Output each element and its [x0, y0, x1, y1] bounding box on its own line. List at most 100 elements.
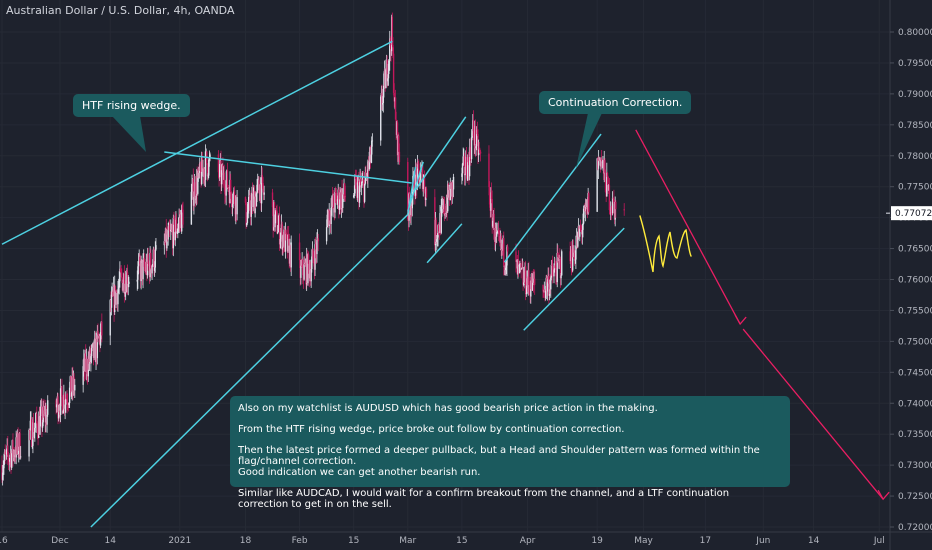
trendline-wedge-upper — [1, 40, 393, 245]
candle-down — [147, 253, 149, 265]
candle-up — [492, 220, 494, 227]
candle-up — [550, 277, 552, 290]
candle-up — [197, 168, 200, 179]
candle-up — [504, 267, 507, 271]
candle-up — [176, 231, 178, 234]
candle-down — [57, 396, 59, 419]
candle-up — [558, 257, 560, 262]
candle-up — [490, 192, 492, 211]
candle-down — [503, 237, 505, 267]
candle-up — [154, 249, 156, 268]
candle-down — [12, 440, 14, 457]
candle-down — [386, 60, 388, 82]
candle-up — [208, 158, 211, 160]
candle-down — [528, 285, 531, 287]
candle-up — [209, 154, 211, 159]
candle-up — [276, 232, 279, 234]
candle-up — [46, 414, 48, 425]
candle-down — [233, 190, 236, 204]
candle-up — [39, 416, 41, 435]
candle-down — [7, 455, 10, 462]
candle-down — [398, 151, 401, 163]
trendline-flag-2b — [426, 223, 463, 264]
candle-down — [392, 45, 394, 54]
candle-down — [443, 200, 446, 216]
price-tick-label: 0.75000 — [898, 337, 932, 347]
price-tick-label: 0.76500 — [898, 245, 932, 255]
candle-down — [381, 93, 383, 105]
candle-up — [461, 163, 464, 174]
candle-down — [418, 163, 420, 173]
candle-up — [15, 437, 17, 458]
candle-down — [469, 147, 471, 157]
note-line-5: Similar like AUDCAD, I would wait for a … — [238, 488, 730, 510]
candle-down — [362, 179, 365, 182]
candle-up — [525, 293, 528, 295]
candle-up — [174, 232, 176, 241]
candle-down — [230, 192, 233, 203]
candle-up — [382, 88, 385, 104]
candle-up — [146, 253, 149, 276]
callout-pointer-correction — [576, 113, 602, 168]
candle-up — [64, 404, 66, 409]
candle-up — [387, 78, 389, 82]
candle-up — [326, 214, 328, 228]
candles — [1, 12, 625, 486]
candle-up — [5, 449, 8, 455]
candle-down — [478, 148, 480, 150]
candle-down — [490, 192, 493, 200]
callout-htf-rising-wedge[interactable]: HTF rising wedge. — [73, 94, 190, 117]
candle-down — [314, 244, 317, 250]
candle-down — [229, 179, 232, 193]
candle-down — [418, 172, 421, 186]
candle-down — [398, 135, 400, 152]
analysis-note[interactable]: Also on my watchlist is AUDUSD which has… — [230, 396, 790, 510]
candle-up — [1, 472, 4, 480]
price-tick-label: 0.75500 — [898, 306, 932, 316]
callout-continuation-correction[interactable]: Continuation Correction. — [539, 91, 692, 114]
candle-down — [121, 272, 123, 278]
candle-up — [601, 161, 604, 164]
candle-up — [142, 259, 144, 280]
candle-down — [150, 252, 152, 269]
candle-down — [245, 202, 247, 226]
candle-up — [57, 412, 60, 419]
time-tick-label: Dec — [51, 536, 68, 546]
candle-up — [614, 201, 616, 220]
candle-up — [277, 225, 280, 233]
candle-up — [236, 197, 238, 215]
candle-up — [388, 60, 390, 64]
candle-up — [90, 356, 92, 362]
candle-down — [249, 195, 251, 211]
candle-up — [246, 222, 248, 226]
candle-down — [217, 154, 220, 173]
candle-up — [68, 403, 70, 406]
candle-up — [584, 205, 587, 211]
candle-down — [278, 215, 281, 245]
candle-up — [582, 208, 585, 224]
candle-up — [477, 148, 480, 156]
candle-down — [610, 207, 613, 212]
candle-up — [137, 266, 139, 280]
candle-up — [247, 196, 250, 211]
candle-up — [387, 63, 390, 79]
candle-down — [123, 273, 126, 294]
candle-down — [612, 197, 614, 199]
candle-up — [68, 387, 71, 404]
current-price-marker — [891, 206, 932, 221]
candle-down — [139, 256, 141, 265]
time-tick-label: Jun — [755, 536, 770, 546]
candle-up — [436, 237, 439, 240]
price-tick-label: 0.78500 — [898, 121, 932, 131]
candle-up — [466, 157, 469, 181]
time-axis: 16 Dec 14 2021 18 Feb 15 Mar 15 Apr 19 May 17 Jun 14 Ju… — [0, 531, 932, 546]
price-axis: 0.80000 0.79500 0.79000 0.78500 0.78000 0.775… — [886, 0, 932, 550]
candle-down — [275, 210, 278, 212]
candle-up — [263, 192, 265, 195]
candle-up — [34, 427, 36, 433]
candle-up — [468, 147, 471, 177]
candle-down — [365, 172, 367, 178]
candle-down — [175, 219, 178, 234]
candle-down — [115, 291, 118, 293]
